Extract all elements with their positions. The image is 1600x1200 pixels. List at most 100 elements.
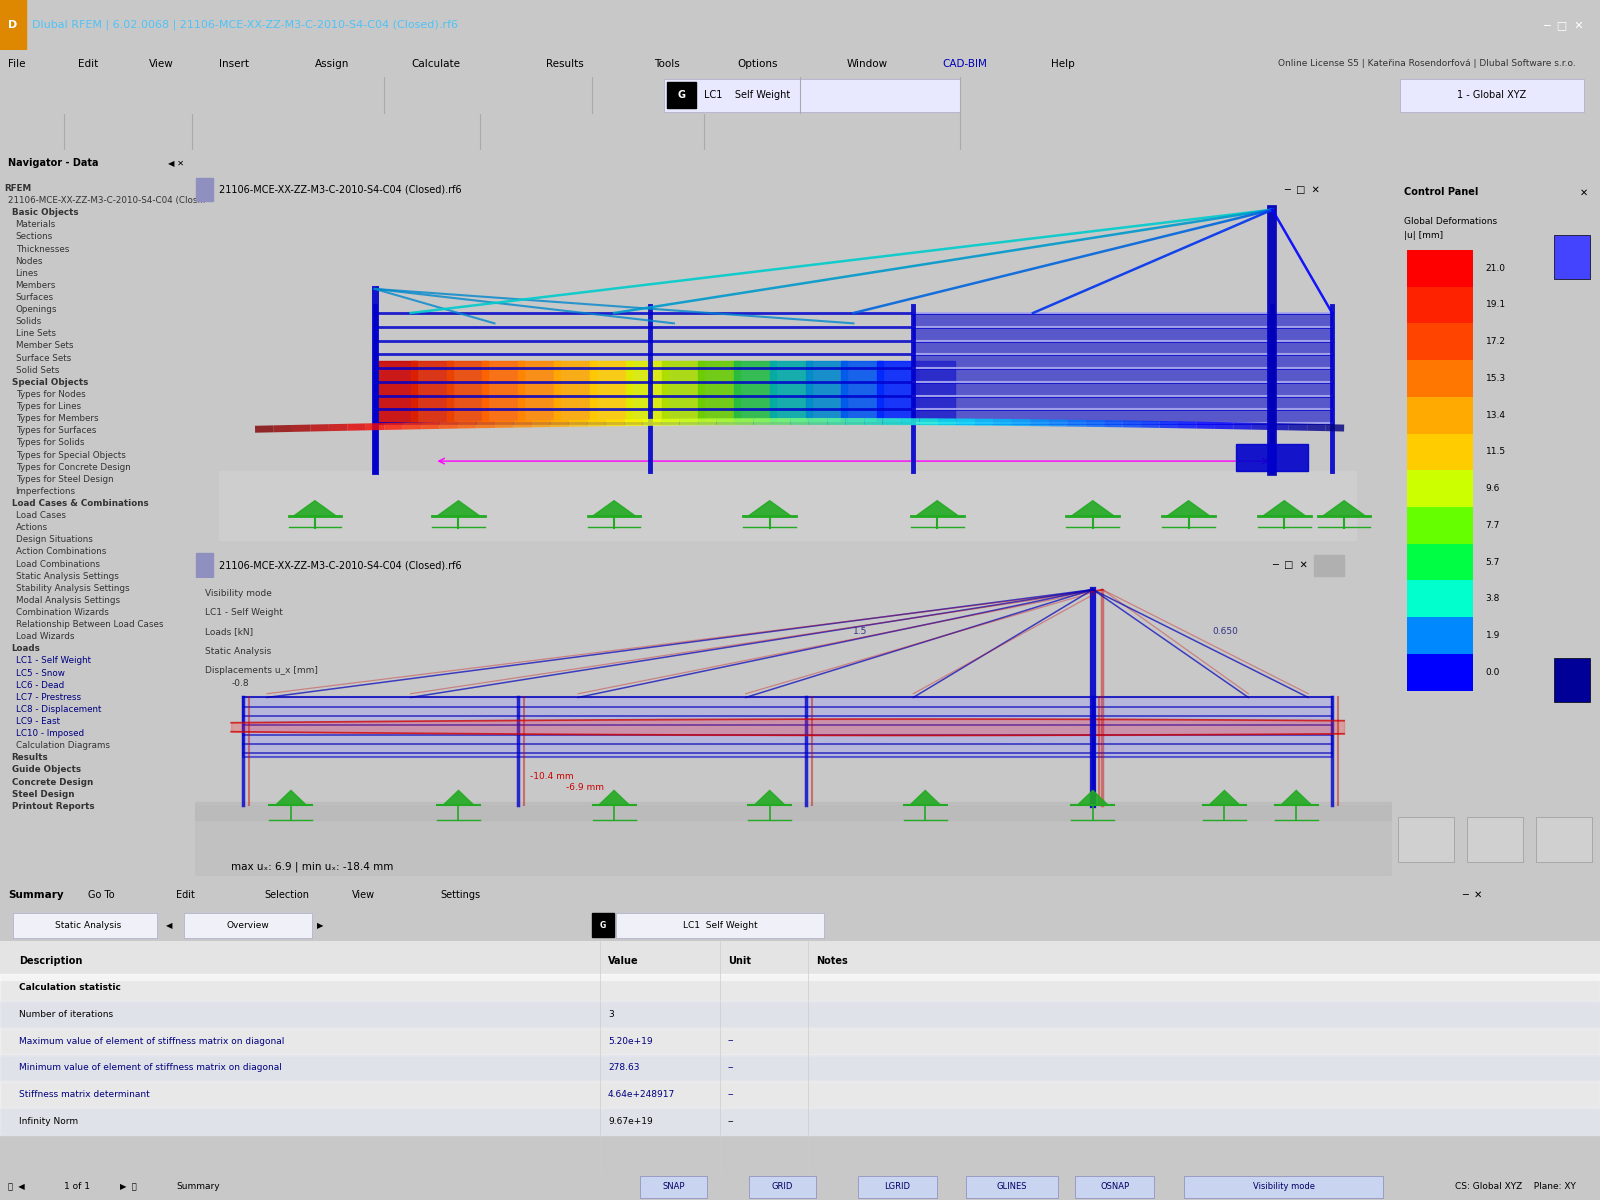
Text: ─  □  ✕: ─ □ ✕ [1272,560,1309,570]
Bar [1467,816,1523,862]
Text: 0.650: 0.650 [1213,628,1238,636]
FancyBboxPatch shape [640,1176,707,1198]
Text: View: View [149,59,173,68]
Polygon shape [443,791,474,805]
Text: Assign: Assign [315,59,349,68]
Polygon shape [275,791,307,805]
Text: --: -- [728,1063,734,1073]
Bar [0,1001,1600,1027]
Text: LC9 - East: LC9 - East [16,716,59,726]
Bar [1406,250,1474,287]
Text: Maximum value of element of stiffness matrix on diagonal: Maximum value of element of stiffness ma… [19,1037,285,1045]
Polygon shape [1166,500,1210,516]
Text: 17.2: 17.2 [1485,337,1506,346]
Text: 13.4: 13.4 [1485,410,1506,420]
Text: 21106-MCE-XX-ZZ-M3-C-2010-S4-C04 (Closed).rf6: 21106-MCE-XX-ZZ-M3-C-2010-S4-C04 (Closed… [219,560,462,570]
Bar [1554,658,1589,702]
Text: Online License S5 | Kateřina Rosendorfová | Dlubal Software s.r.o.: Online License S5 | Kateřina Rosendorfov… [1278,59,1576,68]
Text: Imperfections: Imperfections [16,487,75,496]
Text: Nodes: Nodes [16,257,43,265]
Text: Members: Members [16,281,56,290]
Text: LC1    Self Weight: LC1 Self Weight [704,90,790,101]
Text: CAD-BIM: CAD-BIM [942,59,987,68]
Bar [1392,176,1600,208]
Text: LC10 - Imposed: LC10 - Imposed [16,730,83,738]
Text: ─  ✕: ─ ✕ [1462,890,1482,900]
Text: Visibility mode: Visibility mode [205,589,272,598]
Bar [219,472,1357,540]
Text: Surfaces: Surfaces [16,293,54,302]
Text: Actions: Actions [16,523,48,532]
Text: |u| [mm]: |u| [mm] [1405,232,1443,240]
Bar [805,361,848,424]
Text: Line Sets: Line Sets [16,329,56,338]
Bar [734,361,776,424]
Bar [1406,544,1474,581]
Bar [1406,397,1474,433]
Text: 7.7: 7.7 [1485,521,1499,530]
Bar [1406,323,1474,360]
Text: LC1 - Self Weight: LC1 - Self Weight [16,656,91,666]
Polygon shape [754,791,786,805]
Text: Dlubal RFEM | 6.02.0068 | 21106-MCE-XX-ZZ-M3-C-2010-S4-C04 (Closed).rf6: Dlubal RFEM | 6.02.0068 | 21106-MCE-XX-Z… [32,20,458,30]
Text: Stiffness matrix determinant: Stiffness matrix determinant [19,1091,150,1099]
Text: 278.63: 278.63 [608,1063,640,1073]
Text: Load Cases: Load Cases [16,511,66,520]
Polygon shape [915,500,958,516]
Text: Settings: Settings [440,890,480,900]
Text: 4.64e+248917: 4.64e+248917 [608,1091,675,1099]
Polygon shape [749,500,792,516]
FancyBboxPatch shape [858,1176,938,1198]
Text: Results: Results [11,754,48,762]
FancyBboxPatch shape [1075,1176,1155,1198]
Bar [1406,433,1474,470]
Text: Action Combinations: Action Combinations [16,547,106,557]
Text: 1.9: 1.9 [1485,631,1499,640]
Text: Calculate: Calculate [411,59,461,68]
Bar [662,361,704,424]
Bar [374,361,416,424]
Polygon shape [1210,791,1240,805]
Text: -6.9 mm: -6.9 mm [566,784,605,792]
Polygon shape [437,500,480,516]
Text: Surface Sets: Surface Sets [16,354,70,362]
Bar [195,802,1392,821]
Text: Summary: Summary [8,890,64,900]
Bar [197,553,213,577]
Bar [667,83,696,108]
Text: Types for Special Objects: Types for Special Objects [16,450,125,460]
Text: LC5 - Snow: LC5 - Snow [16,668,64,678]
Text: Types for Solids: Types for Solids [16,438,85,448]
Bar [914,313,1333,424]
Bar [446,361,488,424]
Text: ◀: ◀ [166,920,173,930]
Text: Types for Surfaces: Types for Surfaces [16,426,96,436]
Text: Edit: Edit [176,890,195,900]
Text: -0.8: -0.8 [230,679,248,689]
FancyBboxPatch shape [966,1176,1058,1198]
Text: 0.0: 0.0 [1485,667,1499,677]
Text: Window: Window [846,59,888,68]
Polygon shape [1077,791,1109,805]
Text: --: -- [728,1091,734,1099]
Text: OSNAP: OSNAP [1101,1182,1130,1192]
Text: Visibility mode: Visibility mode [1253,1182,1315,1192]
Text: ─  □  ✕: ─ □ ✕ [1544,20,1584,30]
Bar [1536,816,1592,862]
Text: Concrete Design: Concrete Design [11,778,93,786]
Text: Description: Description [19,955,83,966]
Text: Solids: Solids [16,317,42,326]
Bar [590,361,632,424]
Text: ◀ ✕: ◀ ✕ [168,158,184,168]
Bar [1554,235,1589,280]
Text: D: D [8,20,18,30]
Text: Types for Members: Types for Members [16,414,98,424]
Text: Displacements u_x [mm]: Displacements u_x [mm] [205,666,318,676]
Text: Sections: Sections [16,233,53,241]
Text: ⏮  ◀: ⏮ ◀ [8,1182,24,1192]
Bar [195,805,1392,876]
Text: LC7 - Prestress: LC7 - Prestress [16,692,80,702]
Text: Member Sets: Member Sets [16,342,74,350]
Text: 9.6: 9.6 [1485,484,1499,493]
Text: Types for Steel Design: Types for Steel Design [16,475,114,484]
